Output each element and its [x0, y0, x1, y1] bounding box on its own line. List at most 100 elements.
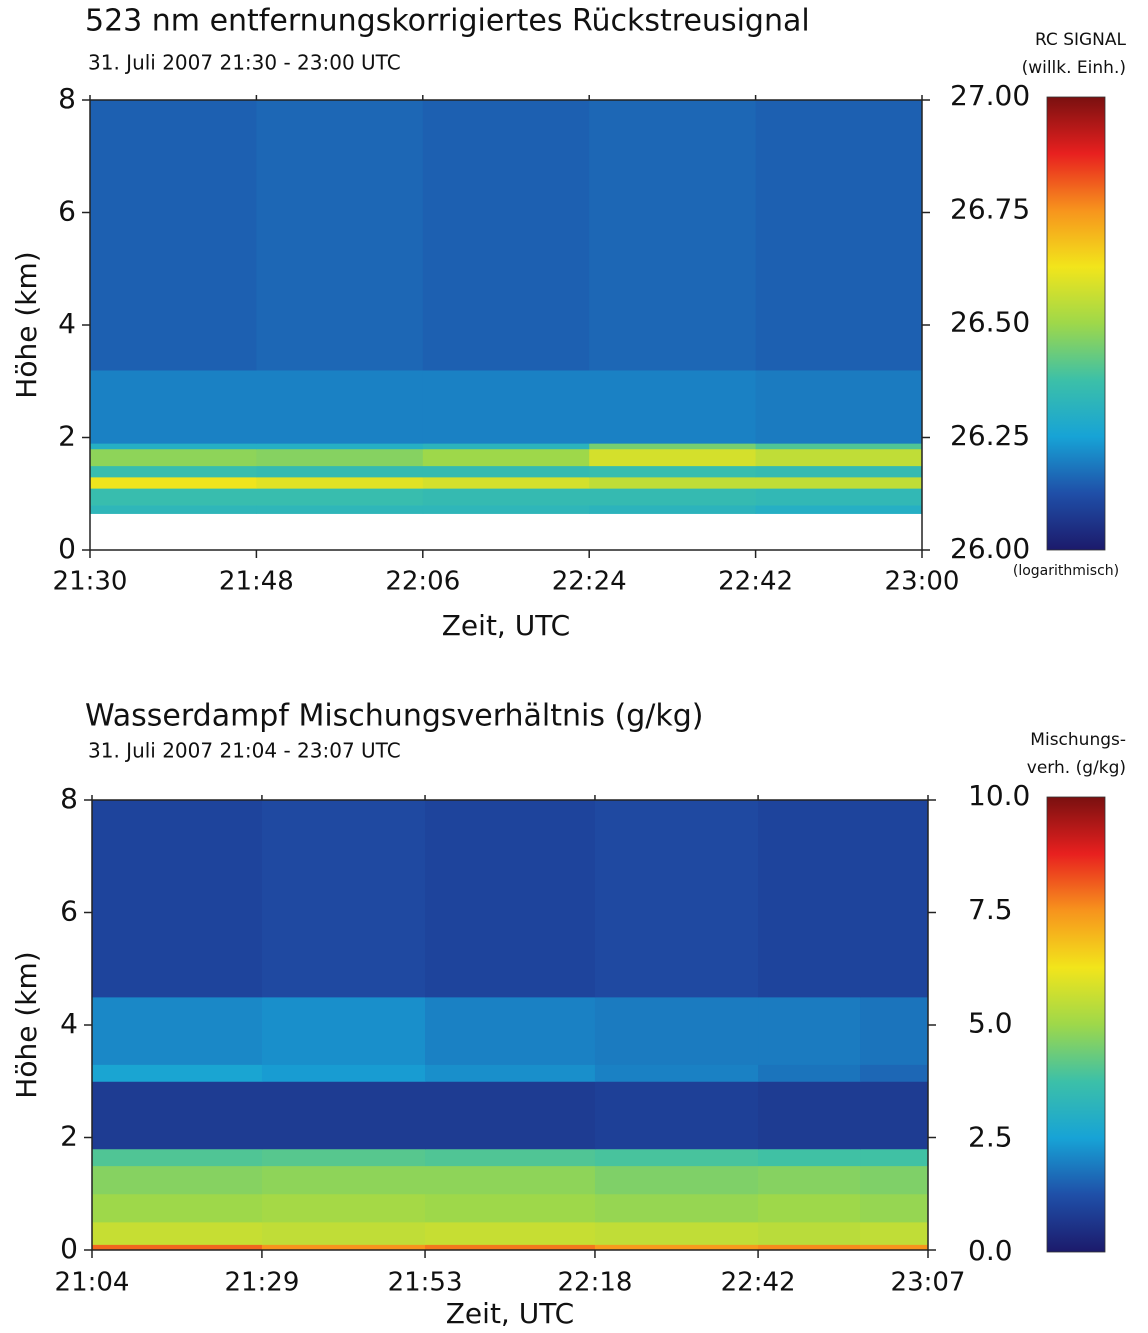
y-tick-label: 8 — [58, 82, 76, 115]
heatmap-cell — [261, 1081, 426, 1150]
heatmap-cell — [92, 800, 263, 998]
colorbar-tick-label: 26.00 — [950, 532, 1030, 565]
colorbar — [1046, 796, 1106, 1253]
heatmap-cell — [425, 1081, 596, 1150]
colorbar-title: Mischungs- — [1030, 730, 1126, 750]
heatmap-cell — [589, 443, 757, 450]
heatmap-cell — [860, 1221, 929, 1245]
x-tick-label: 22:42 — [721, 1268, 796, 1298]
heatmap-cell — [422, 488, 590, 506]
chart-subtitle: 31. Juli 2007 21:04 - 23:07 UTC — [88, 739, 401, 763]
heatmap-cell — [758, 1193, 861, 1223]
chart-subtitle: 31. Juli 2007 21:30 - 23:00 UTC — [88, 51, 401, 75]
colorbar-tick-label: 26.75 — [950, 192, 1030, 225]
heatmap-cell — [90, 443, 257, 450]
heatmap-cell — [755, 488, 923, 506]
heatmap-cell — [92, 996, 263, 1065]
heatmap-cell — [92, 1221, 263, 1245]
y-tick-label: 6 — [58, 195, 76, 228]
heatmap-cell — [758, 1165, 861, 1195]
heatmap-cell — [860, 1244, 929, 1251]
heatmap-cell — [758, 1148, 861, 1167]
heatmap-cell — [422, 505, 590, 514]
colorbar-tick-label: 26.25 — [950, 419, 1030, 452]
heatmap-cell — [256, 488, 424, 506]
heatmap-cell — [92, 1193, 263, 1223]
heatmap-cell — [256, 448, 424, 467]
heatmap-cell — [92, 1148, 263, 1167]
y-axis-label: Höhe (km) — [10, 951, 43, 1098]
heatmap-cell — [758, 800, 861, 998]
heatmap-cell — [256, 370, 424, 444]
heatmap-cell — [860, 1148, 929, 1167]
heatmap-cell — [589, 505, 757, 514]
colorbar-tick-label: 5.0 — [968, 1007, 1013, 1040]
heatmap-cell — [261, 1221, 426, 1245]
x-tick-label: 23:07 — [891, 1268, 966, 1298]
colorbar-title: RC SIGNAL — [1035, 30, 1127, 50]
x-tick-label: 21:29 — [224, 1268, 299, 1298]
heatmap-cell — [425, 800, 596, 998]
heatmap-cell — [261, 1148, 426, 1167]
heatmap-cell — [425, 1148, 596, 1167]
heatmap-cell — [758, 1081, 861, 1150]
heatmap-cell — [92, 1165, 263, 1195]
heatmap-cell — [261, 1193, 426, 1223]
y-tick-label: 0 — [58, 532, 76, 565]
heatmap-cell — [90, 448, 257, 467]
heatmap-cell — [422, 465, 590, 478]
y-tick-label: 4 — [60, 1007, 78, 1040]
colorbar-tick-label: 26.50 — [950, 306, 1030, 339]
heatmap-cell — [261, 1165, 426, 1195]
heatmap-cell — [92, 1064, 263, 1082]
heatmap-cell — [589, 465, 757, 478]
heatmap-cell — [422, 100, 590, 371]
heatmap-cell — [90, 100, 257, 371]
heatmap-cell — [256, 443, 424, 450]
y-tick-label: 8 — [60, 782, 78, 815]
heatmap-cell — [755, 505, 923, 514]
heatmap-cell — [860, 800, 929, 998]
heatmap-cell — [90, 465, 257, 478]
y-tick-label: 2 — [58, 420, 76, 453]
x-tick-label: 22:06 — [385, 567, 460, 597]
heatmap-cell — [589, 488, 757, 506]
heatmap-cell — [425, 996, 596, 1065]
heatmap-cell — [594, 1064, 759, 1082]
heatmap-cell — [594, 1148, 759, 1167]
x-tick-label: 21:30 — [53, 567, 128, 597]
heatmap-cell — [755, 465, 923, 478]
heatmap-cell — [758, 1221, 861, 1245]
heatmap-cell — [92, 1244, 263, 1251]
heatmap-cell — [261, 800, 426, 998]
x-tick-label: 22:42 — [718, 567, 793, 597]
heatmap-cell — [422, 448, 590, 467]
heatmap-cell — [422, 370, 590, 444]
x-tick-label: 23:00 — [885, 567, 960, 597]
heatmap-cell — [755, 370, 923, 444]
heatmap-cell — [92, 1081, 263, 1150]
heatmap-cell — [860, 996, 929, 1065]
heatmap-cell — [758, 996, 861, 1065]
heatmap-cell — [425, 1193, 596, 1223]
chart-title: 523 nm entfernungskorrigiertes Rückstreu… — [85, 4, 810, 39]
heatmap-cell — [860, 1081, 929, 1150]
colorbar-tick-label: 0.0 — [968, 1234, 1013, 1267]
x-tick-label: 21:53 — [388, 1268, 463, 1298]
colorbar-note: (logarithmisch) — [1013, 563, 1119, 579]
heatmap-cell — [755, 100, 923, 371]
heatmap-cell — [425, 1064, 596, 1082]
colorbar-tick-label: 2.5 — [968, 1120, 1013, 1153]
heatmap-cell — [90, 488, 257, 506]
heatmap-cell — [589, 100, 757, 371]
heatmap-cell — [425, 1221, 596, 1245]
heatmap-cell — [589, 370, 757, 444]
heatmap-cell — [860, 1064, 929, 1082]
heatmap-cell — [261, 996, 426, 1065]
heatmap-cell — [594, 800, 759, 998]
y-tick-label: 2 — [60, 1120, 78, 1153]
heatmap-cell — [256, 476, 424, 489]
heatmap-cell — [256, 465, 424, 478]
heatmap-cell — [256, 100, 424, 371]
